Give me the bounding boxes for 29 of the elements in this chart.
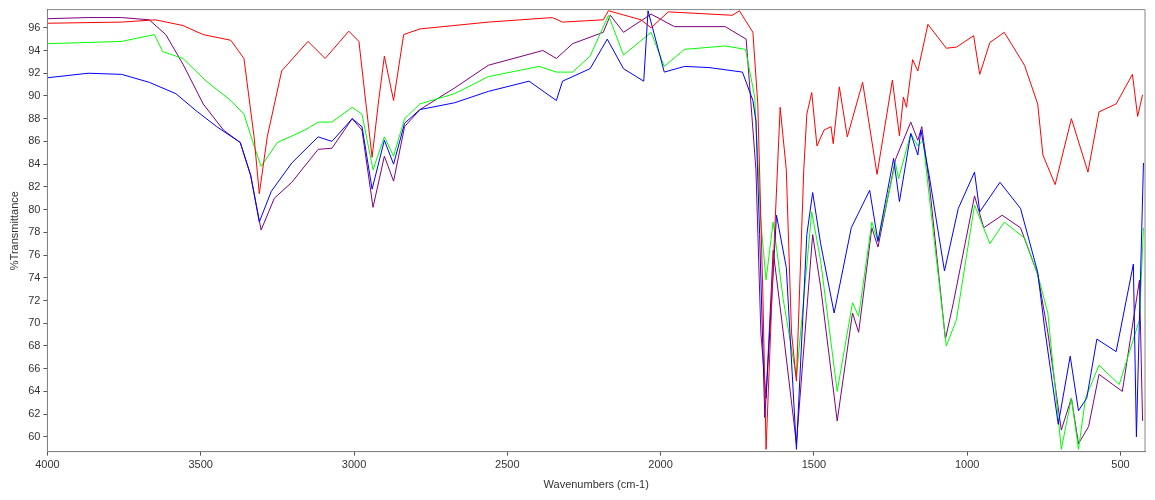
y-tick-label: 60 <box>28 429 41 442</box>
y-tick-label: 70 <box>28 316 41 329</box>
x-tick-label: 2000 <box>648 458 673 471</box>
y-tick-label: 84 <box>28 157 41 170</box>
y-tick-label: 76 <box>28 248 41 261</box>
y-tick-label: 86 <box>28 134 41 147</box>
y-tick-label: 62 <box>28 407 41 420</box>
x-tick-label: 1500 <box>801 458 827 471</box>
x-tick-label: 3500 <box>188 458 213 471</box>
x-tick-label: 2500 <box>495 458 520 471</box>
y-tick-label: 72 <box>28 293 41 306</box>
x-axis-title: Wavenumbers (cm-1) <box>543 478 649 491</box>
y-axis-title: %Transmittance <box>7 191 20 271</box>
y-tick-label: 96 <box>28 20 41 33</box>
y-tick-label: 68 <box>28 338 41 351</box>
x-tick-label: 3000 <box>341 458 367 471</box>
y-tick-label: 64 <box>28 384 41 397</box>
x-tick-label: 1000 <box>954 458 980 471</box>
x-tick-label: 500 <box>1111 458 1130 471</box>
y-tick-label: 74 <box>28 270 41 283</box>
x-tick-label: 4000 <box>35 458 60 471</box>
y-tick-label: 78 <box>28 225 41 238</box>
y-tick-label: 94 <box>28 43 41 56</box>
y-tick-label: 90 <box>28 88 41 101</box>
y-tick-label: 66 <box>28 361 41 374</box>
y-tick-label: 92 <box>28 66 41 79</box>
y-tick-label: 82 <box>28 179 41 192</box>
y-tick-label: 88 <box>28 111 41 124</box>
y-tick-label: 80 <box>28 202 41 215</box>
